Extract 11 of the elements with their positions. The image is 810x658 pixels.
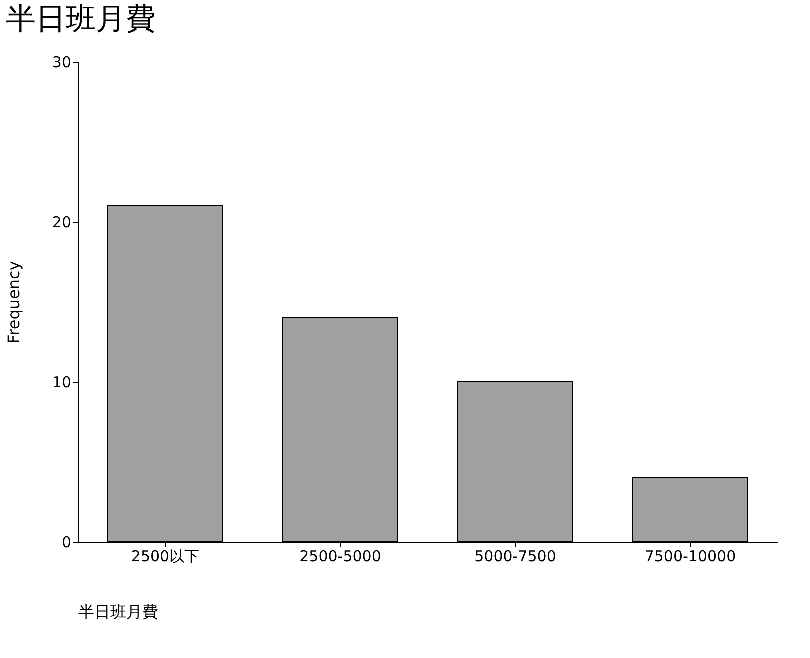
y-tick-label: 20 <box>52 214 72 232</box>
y-axis-title: Frequency <box>4 261 24 344</box>
x-tick-label: 2500-5000 <box>300 548 382 566</box>
x-axis-title: 半日班月費 <box>78 602 158 622</box>
y-tick-label: 30 <box>52 54 72 72</box>
x-tick-label: 2500以下 <box>131 548 200 566</box>
y-tick-label: 0 <box>62 534 72 552</box>
x-tick-label: 5000-7500 <box>474 548 556 566</box>
chart-title: 半日班月費 <box>6 2 156 37</box>
y-tick-label: 10 <box>52 374 72 392</box>
x-tick-label: 7500-10000 <box>644 548 736 566</box>
